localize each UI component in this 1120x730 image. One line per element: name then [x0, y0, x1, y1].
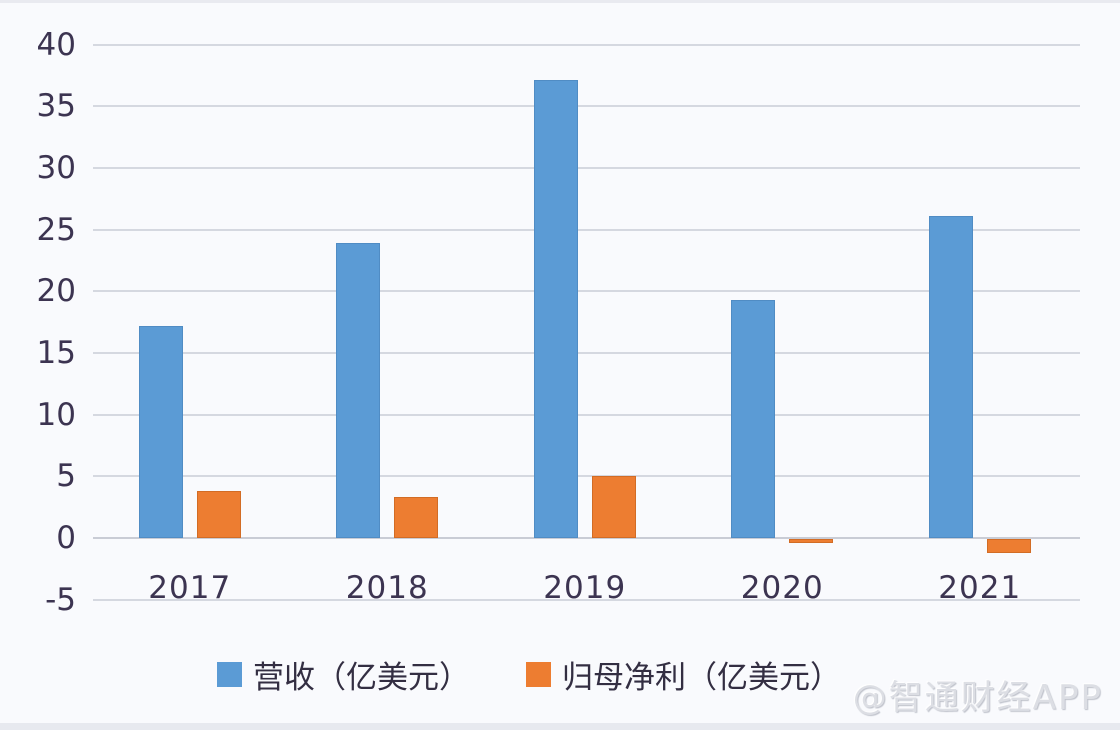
bar-归母净利（亿美元）-2019: [591, 476, 636, 538]
bar-营收（亿美元）-2019: [533, 80, 578, 538]
gridline-25: [93, 228, 1080, 231]
bar-归母净利（亿美元）-2020: [789, 539, 834, 543]
bar-营收（亿美元）-2021: [928, 216, 973, 538]
x-axis-category-label: 2021: [938, 570, 1022, 606]
gridline-35: [93, 105, 1080, 108]
gridline-30: [93, 166, 1080, 169]
y-axis-tick-label: 30: [36, 149, 76, 186]
bar-营收（亿美元）-2018: [336, 243, 381, 538]
bar-营收（亿美元）-2017: [138, 325, 183, 538]
legend: 营收（亿美元） 归母净利（亿美元）: [217, 652, 841, 697]
x-axis-category-label: 2020: [740, 570, 824, 606]
y-axis-tick-label: -5: [45, 581, 76, 618]
x-axis-category-label: 2018: [345, 570, 429, 606]
bottom-edge-line: [0, 723, 1120, 730]
x-axis-category-label: 2017: [148, 570, 232, 606]
gridline-0: [93, 537, 1080, 539]
legend-label: 营收（亿美元）: [253, 660, 470, 696]
bar-归母净利（亿美元）-2018: [394, 497, 439, 538]
x-axis-category-label: 2019: [543, 570, 627, 606]
watermark: @智通财经APP: [852, 678, 1103, 718]
gridline-5: [93, 475, 1080, 478]
gridline-20: [93, 290, 1080, 293]
y-axis-tick-label: 40: [36, 26, 76, 63]
y-axis-tick-label: 20: [36, 273, 76, 310]
gridline-40: [93, 43, 1080, 46]
legend-item-1: 归母净利（亿美元）: [526, 652, 841, 697]
y-axis-tick-label: 15: [36, 334, 76, 371]
gridline--5: [93, 598, 1080, 601]
legend-swatch-icon: [526, 662, 551, 687]
y-axis-tick-label: 25: [36, 211, 76, 248]
bar-归母净利（亿美元）-2017: [196, 491, 241, 538]
legend-label: 归母净利（亿美元）: [562, 660, 841, 696]
legend-item-0: 营收（亿美元）: [217, 652, 470, 697]
bar-归母净利（亿美元）-2021: [986, 539, 1031, 553]
y-axis-tick-label: 10: [36, 396, 76, 433]
top-edge-line: [0, 0, 1120, 3]
y-axis-tick-label: 35: [36, 88, 76, 125]
legend-swatch-icon: [217, 662, 242, 687]
gridline-15: [93, 351, 1080, 354]
y-axis-tick-label: 0: [56, 520, 76, 556]
bar-营收（亿美元）-2020: [731, 299, 776, 538]
y-axis-tick-label: 5: [56, 458, 76, 495]
gridline-10: [93, 413, 1080, 416]
